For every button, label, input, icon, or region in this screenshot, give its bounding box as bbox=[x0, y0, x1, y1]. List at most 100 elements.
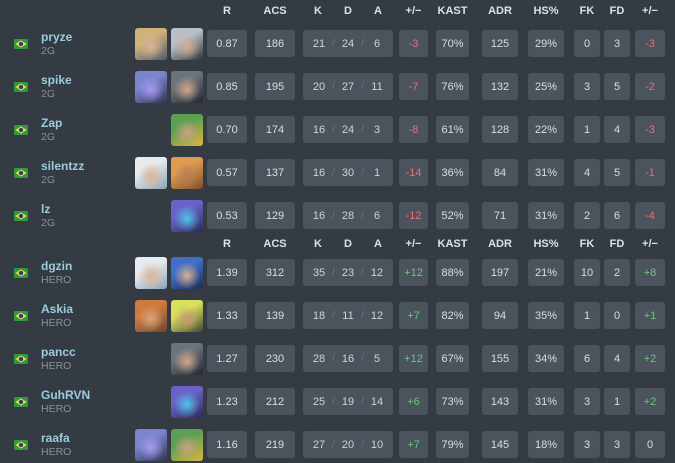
stat-kda: 25 / 19 / 14 bbox=[303, 388, 393, 415]
player-cell: Askia HERO bbox=[8, 301, 131, 329]
stat-fkfd-diff: -2 bbox=[635, 73, 665, 100]
col-header-hs: HS% bbox=[533, 5, 559, 17]
kda-separator: / bbox=[332, 81, 335, 92]
stat-acs: 139 bbox=[255, 302, 295, 329]
gekko-agent-icon bbox=[171, 299, 203, 332]
raze-agent-icon bbox=[171, 156, 203, 189]
col-header-kills: K bbox=[314, 5, 322, 17]
kda-separator: / bbox=[361, 210, 364, 221]
player-row: raafa HERO 1.16 219 27 / 20 / 10 +7 79% … bbox=[0, 423, 675, 463]
stat-deaths: 30 bbox=[341, 166, 355, 179]
player-row: silentzz 2G 0.57 137 16 / 30 / 1 -14 36%… bbox=[0, 151, 675, 194]
stat-rating: 1.39 bbox=[207, 259, 247, 286]
player-identity: dgzin HERO bbox=[41, 258, 73, 286]
col-header-fk: FK bbox=[579, 5, 595, 17]
stat-fd: 4 bbox=[604, 345, 630, 372]
col-header-fkfd-diff: +/− bbox=[642, 238, 658, 250]
col-header-fd: FD bbox=[609, 238, 625, 250]
stat-assists: 1 bbox=[373, 166, 381, 179]
stat-kast: 88% bbox=[436, 259, 469, 286]
stat-fkfd-diff: -3 bbox=[635, 30, 665, 57]
player-team-label: 2G bbox=[41, 216, 56, 229]
stat-fkfd-diff: +2 bbox=[635, 388, 665, 415]
col-header-kda: K D A bbox=[303, 5, 393, 17]
stat-deaths: 28 bbox=[341, 209, 355, 222]
stat-plusminus: -14 bbox=[399, 159, 428, 186]
col-header-rating: R bbox=[223, 5, 231, 17]
stat-kda: 16 / 30 / 1 bbox=[303, 159, 393, 186]
stat-plusminus: -7 bbox=[399, 73, 428, 100]
stat-fd: 1 bbox=[604, 388, 630, 415]
stat-fk: 3 bbox=[574, 388, 600, 415]
player-identity: GuhRVN HERO bbox=[41, 387, 91, 415]
stat-kda: 16 / 28 / 6 bbox=[303, 202, 393, 229]
col-header-hs: HS% bbox=[533, 238, 559, 250]
col-header-fd: FD bbox=[609, 5, 625, 17]
stat-fd: 3 bbox=[604, 30, 630, 57]
stat-fkfd-diff: +2 bbox=[635, 345, 665, 372]
stat-fk: 1 bbox=[574, 116, 600, 143]
stat-adr: 132 bbox=[482, 73, 518, 100]
stat-fkfd-diff: 0 bbox=[635, 431, 665, 458]
player-name-link[interactable]: silentzz bbox=[41, 158, 85, 173]
stat-rating: 1.23 bbox=[207, 388, 247, 415]
stat-kills: 16 bbox=[312, 166, 326, 179]
player-name-link[interactable]: raafa bbox=[41, 430, 70, 445]
stat-hs: 31% bbox=[528, 388, 564, 415]
stat-adr: 128 bbox=[482, 116, 518, 143]
player-row: pancc HERO 1.27 230 28 / 16 / 5 +12 67% … bbox=[0, 337, 675, 380]
player-name-link[interactable]: pryze bbox=[41, 29, 73, 44]
stat-adr: 197 bbox=[482, 259, 518, 286]
stat-kda: 35 / 23 / 12 bbox=[303, 259, 393, 286]
stat-plusminus: +7 bbox=[399, 431, 428, 458]
stat-plusminus: +12 bbox=[399, 259, 428, 286]
brazil-flag-icon bbox=[14, 310, 28, 321]
col-header-deaths: D bbox=[344, 5, 352, 17]
omen-agent-icon bbox=[171, 199, 203, 232]
player-identity: lz 2G bbox=[41, 201, 56, 229]
player-cell: dgzin HERO bbox=[8, 258, 131, 286]
player-name-link[interactable]: lz bbox=[41, 201, 51, 216]
stat-adr: 94 bbox=[482, 302, 518, 329]
stat-kast: 61% bbox=[436, 116, 469, 143]
kda-separator: / bbox=[361, 167, 364, 178]
player-team-label: 2G bbox=[41, 173, 56, 186]
kda-separator: / bbox=[361, 310, 364, 321]
kda-separator: / bbox=[332, 310, 335, 321]
col-header-kast: KAST bbox=[437, 5, 468, 17]
stat-kast: 67% bbox=[436, 345, 469, 372]
stat-plusminus: +7 bbox=[399, 302, 428, 329]
stat-rating: 0.87 bbox=[207, 30, 247, 57]
col-header-fkfd-diff: +/− bbox=[642, 5, 658, 17]
stat-assists: 6 bbox=[373, 209, 381, 222]
stat-kda: 18 / 11 / 12 bbox=[303, 302, 393, 329]
player-cell: spike 2G bbox=[8, 72, 131, 100]
col-header-kast: KAST bbox=[437, 238, 468, 250]
player-name-link[interactable]: pancc bbox=[41, 344, 76, 359]
player-name-link[interactable]: dgzin bbox=[41, 258, 73, 273]
kda-separator: / bbox=[361, 396, 364, 407]
agents-cell bbox=[131, 256, 203, 289]
col-header-kills: K bbox=[314, 238, 322, 250]
player-name-link[interactable]: GuhRVN bbox=[41, 387, 91, 402]
player-name-link[interactable]: spike bbox=[41, 72, 72, 87]
stat-hs: 18% bbox=[528, 431, 564, 458]
col-header-acs: ACS bbox=[263, 238, 287, 250]
stats-header-row: R ACS K D A +/− KAST ADR HS% FK FD +/− bbox=[0, 0, 675, 22]
stat-hs: 21% bbox=[528, 259, 564, 286]
stat-hs: 31% bbox=[528, 159, 564, 186]
stat-assists: 5 bbox=[373, 352, 381, 365]
stat-assists: 3 bbox=[373, 123, 381, 136]
brazil-flag-icon bbox=[14, 124, 28, 135]
kda-separator: / bbox=[361, 124, 364, 135]
kda-separator: / bbox=[361, 353, 364, 364]
player-name-link[interactable]: Zap bbox=[41, 115, 63, 130]
stat-fk: 2 bbox=[574, 202, 600, 229]
stat-acs: 186 bbox=[255, 30, 295, 57]
player-identity: Askia HERO bbox=[41, 301, 74, 329]
stat-kills: 20 bbox=[312, 80, 326, 93]
stat-deaths: 16 bbox=[341, 352, 355, 365]
col-header-fk: FK bbox=[579, 238, 595, 250]
player-name-link[interactable]: Askia bbox=[41, 301, 74, 316]
stat-kda: 16 / 24 / 3 bbox=[303, 116, 393, 143]
